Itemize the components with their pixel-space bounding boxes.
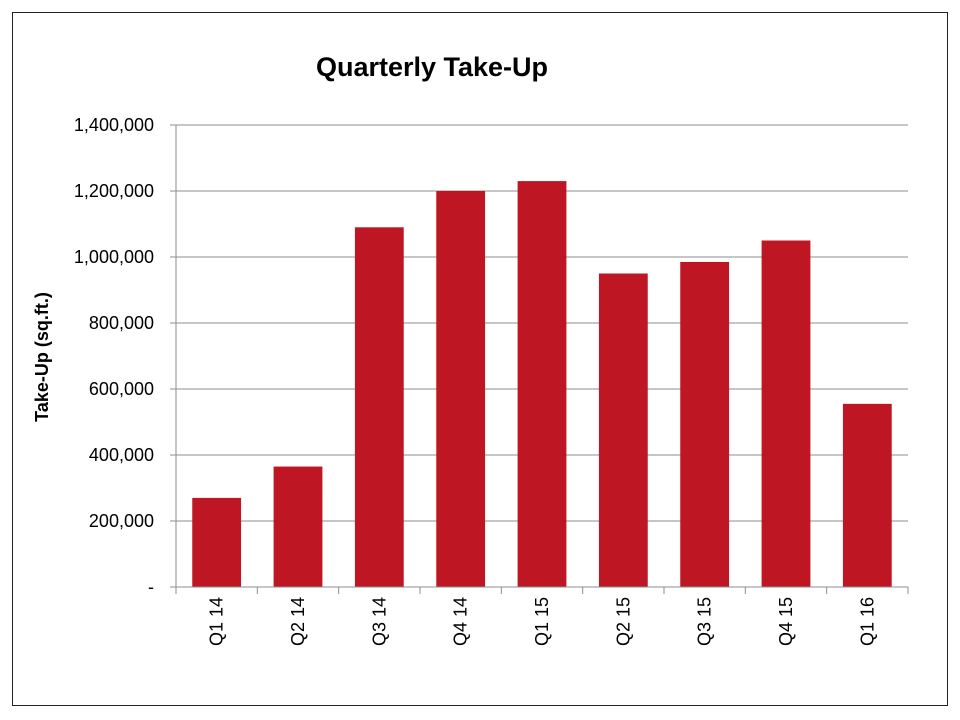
- x-tick-label: Q4 15: [776, 597, 796, 646]
- y-tick-label: -: [148, 577, 154, 597]
- y-tick-label: 1,400,000: [74, 115, 154, 135]
- y-tick-label: 1,200,000: [74, 181, 154, 201]
- x-tick-label: Q1 15: [532, 597, 552, 646]
- y-tick-labels: - 200,000 400,000 600,000 800,000 1,000,000 1,…: [74, 115, 154, 597]
- bar: [842, 403, 892, 587]
- bars: [192, 181, 892, 588]
- x-tick-label: Q3 14: [369, 597, 389, 646]
- bar: [761, 240, 811, 587]
- y-tick-label: 600,000: [89, 379, 154, 399]
- x-tick-label: Q2 15: [613, 597, 633, 646]
- x-tick-label: Q1 16: [857, 597, 877, 646]
- y-axis-title: Take-Up (sq.ft.): [32, 292, 52, 422]
- bar: [436, 191, 486, 587]
- bar: [598, 273, 648, 587]
- x-tick-label: Q1 14: [207, 597, 227, 646]
- y-tick-label: 800,000: [89, 313, 154, 333]
- bar: [192, 497, 242, 587]
- y-tick-label: 200,000: [89, 511, 154, 531]
- x-tick-labels: Q1 14 Q2 14 Q3 14 Q4 14 Q1 15 Q2 15 Q3 15 Q4 15…: [207, 597, 878, 646]
- x-tick-label: Q2 14: [288, 597, 308, 646]
- axes: [170, 124, 909, 594]
- bar: [273, 466, 323, 587]
- x-tick-label: Q3 15: [695, 597, 715, 646]
- bar: [354, 227, 404, 588]
- bar: [680, 261, 730, 587]
- y-tick-label: 1,000,000: [74, 247, 154, 267]
- chart-title: Quarterly Take-Up: [316, 52, 548, 82]
- x-tick-label: Q4 14: [451, 597, 471, 646]
- bar: [517, 181, 567, 587]
- y-tick-label: 400,000: [89, 445, 154, 465]
